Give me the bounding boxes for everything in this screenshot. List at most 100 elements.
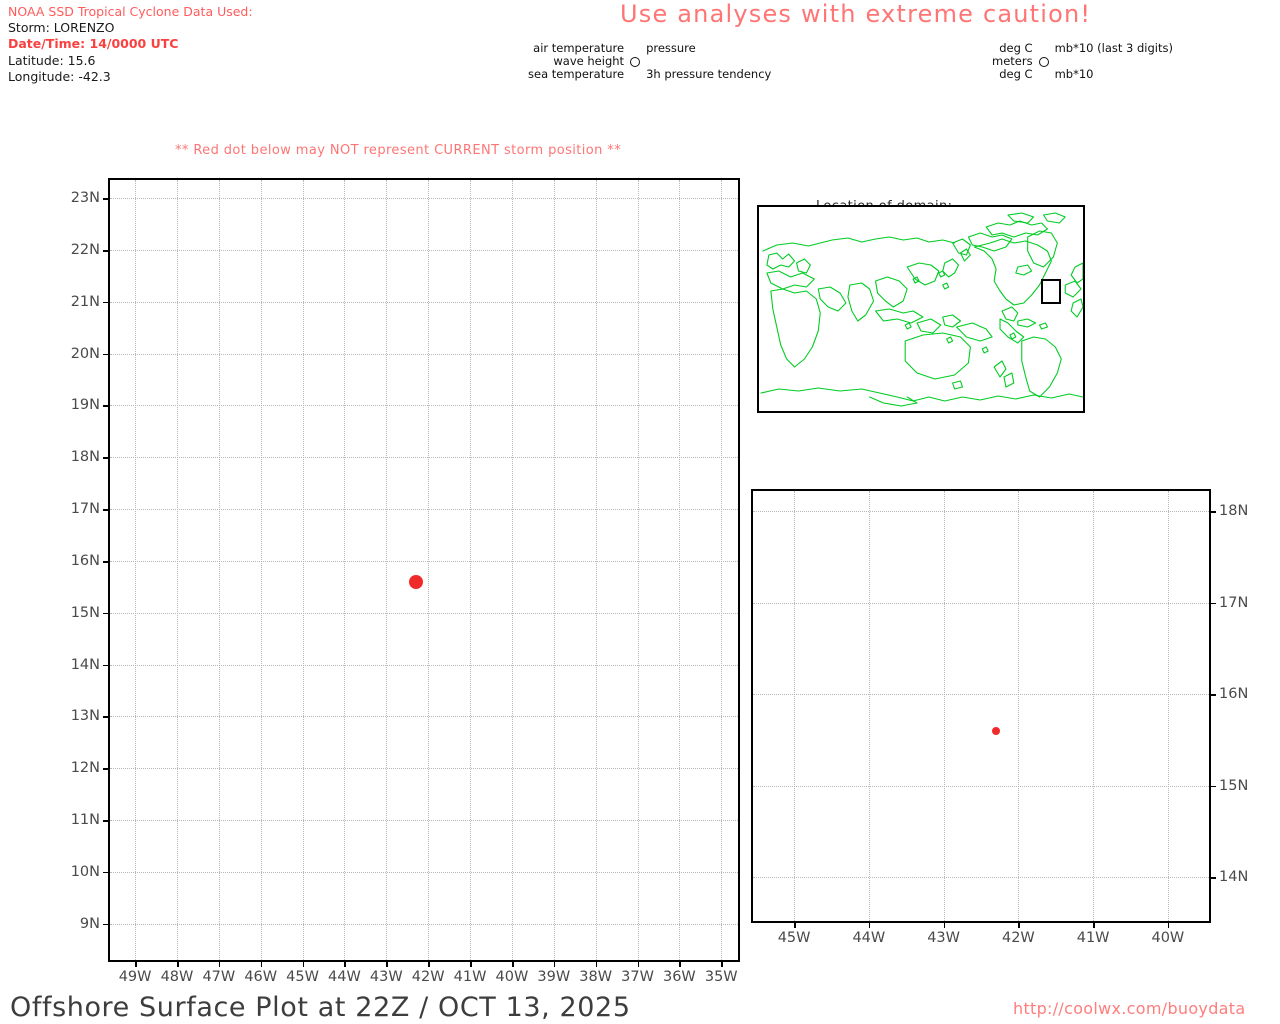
gridline-horizontal: [110, 405, 738, 407]
axis-tick-x: [428, 960, 430, 967]
axis-tick-y: [1209, 694, 1216, 696]
axis-label-y: 21N: [70, 293, 100, 310]
storm-longitude-label: Longitude: -42.3: [8, 68, 111, 84]
gridline-horizontal: [110, 249, 738, 251]
gridline-vertical: [721, 180, 723, 960]
gridline-horizontal: [753, 694, 1209, 696]
axis-tick-x: [943, 921, 946, 928]
gridline-horizontal: [110, 509, 738, 511]
axis-tick-y: [103, 664, 110, 667]
axis-label-y: 18N: [1219, 503, 1249, 520]
main-surface-plot[interactable]: 49W 48W 47W 46W 45W 44W 43W 42W 41W 40W 39W 38W 37W 3…: [71, 178, 740, 985]
axis-tick-y: [103, 923, 110, 926]
axis-tick-y: [1209, 602, 1216, 605]
source-url-link[interactable]: http://coolwx.com/buoydata: [1013, 999, 1246, 1018]
storm-position-dot: [991, 726, 1000, 735]
axis-label-y: 18N: [70, 449, 100, 466]
axis-label-x: 45W: [286, 969, 319, 985]
domain-extent-box: [1041, 279, 1061, 304]
axis-tick-x: [176, 960, 179, 967]
gridline-horizontal: [753, 877, 1209, 879]
axis-label-y: 17N: [70, 501, 100, 518]
gridline-horizontal: [753, 511, 1209, 513]
axis-label-y: 10N: [70, 863, 100, 880]
gridline-vertical: [260, 180, 262, 960]
axis-tick-x: [868, 921, 871, 928]
legend-sea-temperature-label: sea temperature: [528, 67, 625, 82]
axis-label-x: 42W: [1001, 930, 1035, 946]
axis-label-x: 40W: [495, 969, 529, 985]
axis-label-x: 44W: [328, 969, 361, 985]
zoom-surface-plot[interactable]: 45W 44W 43W 42W 41W 40W 14N 15N 16N 17N 18N: [751, 489, 1248, 946]
axis-label-x: 36W: [662, 969, 696, 985]
axis-tick-y: [1209, 511, 1216, 513]
axis-label-x: 49W: [118, 969, 152, 985]
zoom-plot-grid-area: [753, 491, 1209, 921]
gridline-vertical: [637, 180, 639, 960]
gridline-vertical: [1167, 491, 1169, 921]
axis-label-x: 35W: [704, 969, 738, 985]
legend-pressure-tendency-label: 3h pressure tendency: [646, 67, 772, 82]
axis-tick-y: [103, 249, 110, 252]
station-circle-icon: [627, 55, 643, 68]
gridline-horizontal: [110, 457, 738, 459]
main-plot-grid-area: [110, 180, 738, 960]
axis-label-y: 13N: [70, 708, 100, 725]
axis-tick-y: [103, 457, 110, 459]
legend-units-air-temperature: deg C: [999, 41, 1033, 56]
storm-info-panel: NOAA SSD Tropical Cyclone Data Used: Sto…: [8, 4, 253, 85]
axis-label-x: 41W: [1076, 930, 1110, 946]
gridline-horizontal: [110, 198, 738, 200]
axis-tick-x: [1093, 921, 1095, 928]
gridline-horizontal: [753, 602, 1209, 604]
legend-units-spacer-bot: [1036, 68, 1052, 81]
gridline-horizontal: [753, 785, 1209, 787]
storm-name-label: Storm: LORENZO: [8, 20, 115, 36]
axis-label-x: 39W: [537, 969, 571, 985]
gridline-vertical: [868, 491, 870, 921]
legend-units-wave-height: meters: [992, 54, 1033, 69]
axis-label-y: 12N: [70, 760, 100, 777]
gridline-vertical: [470, 180, 472, 960]
legend-units-pressure: mb*10 (last 3 digits): [1054, 41, 1173, 56]
axis-label-x: 40W: [1151, 930, 1185, 946]
axis-tick-x: [344, 960, 347, 967]
axis-tick-y: [103, 560, 110, 563]
axis-label-y: 17N: [1219, 594, 1249, 611]
gridline-horizontal: [110, 560, 738, 562]
axis-tick-y: [103, 353, 110, 356]
axis-label-y: 16N: [70, 552, 100, 569]
gridline-vertical: [176, 180, 178, 960]
gridline-horizontal: [110, 716, 738, 718]
axis-label-x: 43W: [927, 930, 961, 946]
axis-tick-x: [637, 960, 640, 967]
storm-position-dot: [408, 574, 423, 589]
axis-label-y: 15N: [1219, 777, 1249, 794]
axis-label-x: 46W: [244, 969, 278, 985]
red-dot-warning: ** Red dot below may NOT represent CURRE…: [175, 143, 622, 158]
data-source-label: NOAA SSD Tropical Cyclone Data Used:: [8, 4, 253, 19]
axis-tick-x: [218, 960, 221, 967]
axis-label-x: 45W: [777, 930, 811, 946]
gridline-vertical: [428, 180, 430, 960]
axis-tick-x: [721, 960, 723, 967]
gridline-horizontal: [110, 353, 738, 355]
caution-headline: Use analyses with extreme caution!: [620, 0, 1092, 28]
legend-units-pressure-tendency: mb*10: [1054, 67, 1094, 82]
axis-label-x: 44W: [852, 930, 886, 946]
axis-label-y: 9N: [79, 915, 100, 932]
axis-tick-x: [1018, 921, 1020, 928]
axis-label-x: 43W: [369, 969, 403, 985]
axis-tick-y: [103, 871, 110, 874]
axis-tick-y: [103, 768, 110, 770]
gridline-horizontal: [110, 664, 738, 666]
axis-label-x: 38W: [579, 969, 613, 985]
gridline-vertical: [943, 491, 945, 921]
station-circle-icon-units: [1036, 55, 1052, 68]
axis-tick-x: [302, 960, 305, 967]
station-model-legend-units: deg C mb*10 (last 3 digits) meters deg C…: [992, 42, 1173, 81]
axis-tick-y: [103, 301, 110, 304]
legend-spacer-top: [627, 42, 643, 55]
legend-units-spacer-top: [1036, 42, 1052, 55]
axis-label-y: 22N: [70, 241, 100, 258]
